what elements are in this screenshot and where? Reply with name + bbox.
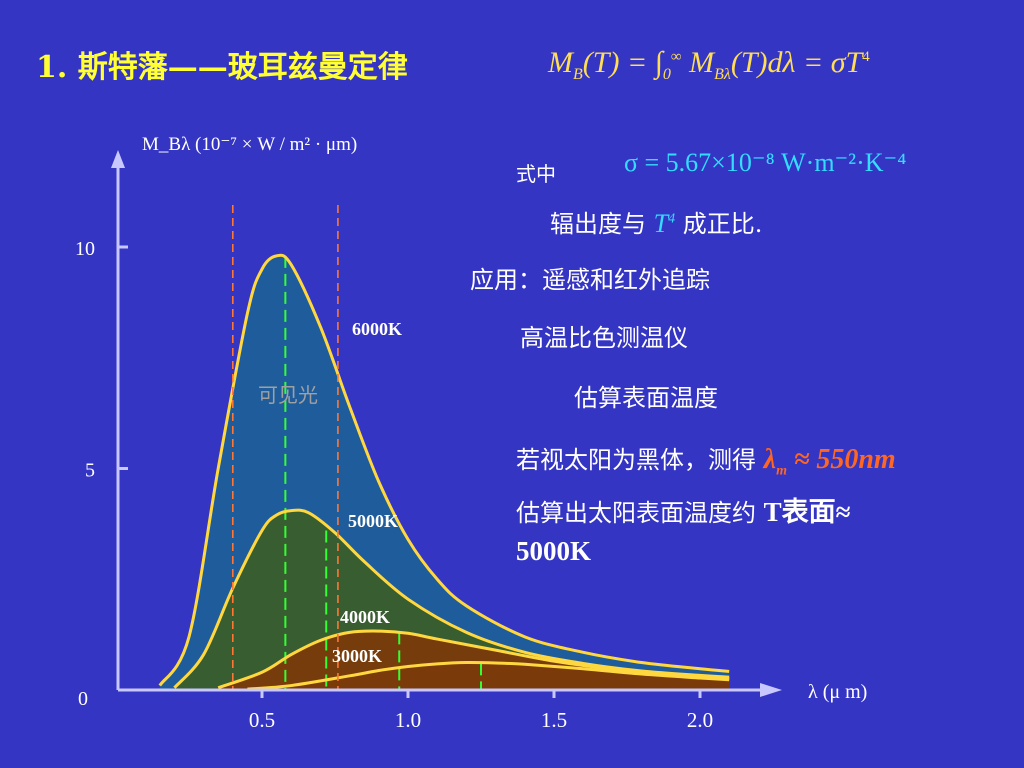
series-label-3000K: 3000K [332,646,382,666]
area-3000K [247,662,730,690]
x-axis-label: λ (μ m) [808,681,867,703]
slide-title: 1. 斯特藩——玻耳兹曼定律 [36,50,408,85]
x-tick-label-0.5: 0.5 [249,708,275,732]
curve-3000K [247,660,730,691]
x-tick-label-1.0: 1.0 [395,708,421,732]
line2: 应用：遥感和红外追踪 [470,266,710,294]
x-axis-arrow-icon [760,683,782,697]
x-tick-label-2.0: 2.0 [687,708,713,732]
curve-6000K [158,253,730,687]
curve-5000K [173,508,730,689]
y-tick-label-5: 5 [85,460,95,482]
line1-pre: 辐出度与 [550,210,646,238]
line5-pre: 若视太阳为黑体，测得 [516,446,756,474]
series-label-5000K: 5000K [348,511,398,531]
series-label-6000K: 6000K [352,319,402,339]
line4: 估算表面温度 [574,384,718,412]
visible-light-label: 可见光 [258,383,318,407]
line6-bold: T表面≈ [763,497,851,527]
lambda-m-value: λm ≈ 550nm [763,444,896,479]
y-axis-arrow-icon [111,150,125,168]
line3: 高温比色测温仪 [520,324,688,352]
curve-4000K [217,629,730,690]
line7: 5000K [516,536,592,566]
series-label-4000K: 4000K [340,607,390,627]
x-tick-label-1.5: 1.5 [541,708,567,732]
line5: 若视太阳为黑体，测得 λm ≈ 550nm [516,440,896,480]
y-axis-label: M_Bλ (10⁻⁷ × W / m² · μm) [142,134,357,155]
line6: 估算出太阳表面温度约 T表面≈ [516,490,850,529]
line1: 辐出度与 T4 成正比. [550,204,762,239]
stefan-boltzmann-formula: MB(T) = ∫0∞ MBλ(T)dλ = σT4 [548,46,870,83]
y-tick-label-0: 0 [78,688,88,710]
y-tick-label-10: 10 [75,238,95,260]
line1-post: 成正比. [682,210,763,238]
sigma-prefix: 式中 [516,162,556,186]
sigma-formula: σ = 5.67×10⁻⁸ W·m⁻²·K⁻⁴ [624,148,907,177]
t4-symbol: T4 [653,209,676,238]
line6-text: 估算出太阳表面温度约 [516,499,756,527]
